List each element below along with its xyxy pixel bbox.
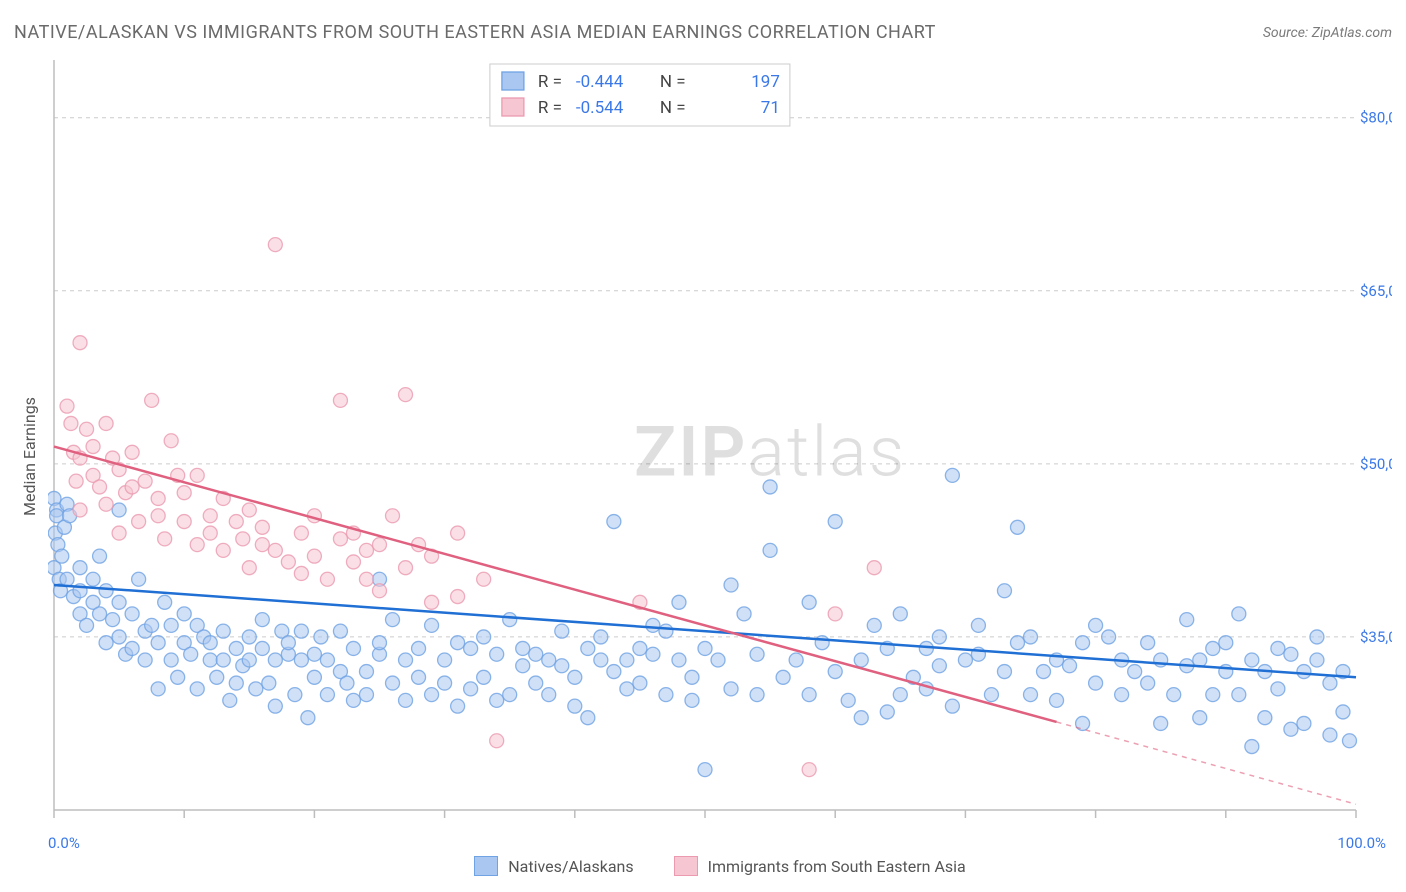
- svg-text:-0.544: -0.544: [576, 98, 624, 118]
- svg-text:-0.444: -0.444: [576, 72, 624, 92]
- plot-area: $35,000$50,000$65,000$80,000ZIPatlasR =-…: [48, 60, 1392, 830]
- legend-swatch-blue: [474, 856, 498, 876]
- legend-swatch-pink: [674, 856, 698, 876]
- svg-text:R =: R =: [538, 98, 562, 118]
- svg-text:N =: N =: [660, 72, 686, 92]
- legend-item-pink: Immigrants from South Eastern Asia: [674, 856, 966, 876]
- legend-item-blue: Natives/Alaskans: [474, 856, 633, 876]
- svg-text:$65,000: $65,000: [1360, 282, 1392, 300]
- y-axis-title: Median Earnings: [14, 60, 44, 852]
- x-axis-min-label: 0.0%: [48, 834, 80, 852]
- bottom-legend: Natives/Alaskans Immigrants from South E…: [48, 856, 1392, 876]
- svg-text:R =: R =: [538, 72, 562, 92]
- chart-header: NATIVE/ALASKAN VS IMMIGRANTS FROM SOUTH …: [14, 22, 1392, 43]
- chart-title: NATIVE/ALASKAN VS IMMIGRANTS FROM SOUTH …: [14, 22, 936, 43]
- svg-text:$50,000: $50,000: [1360, 455, 1392, 473]
- scatter-plot-svg: $35,000$50,000$65,000$80,000ZIPatlasR =-…: [48, 60, 1392, 830]
- source-link[interactable]: ZipAtlas.com: [1312, 25, 1392, 41]
- svg-text:$35,000: $35,000: [1360, 628, 1392, 646]
- chart-source: Source: ZipAtlas.com: [1263, 25, 1392, 41]
- svg-text:71: 71: [761, 98, 780, 118]
- svg-text:197: 197: [751, 72, 780, 92]
- svg-text:$80,000: $80,000: [1360, 109, 1392, 127]
- x-axis-max-label: 100.0%: [1337, 834, 1386, 852]
- svg-text:N =: N =: [660, 98, 686, 118]
